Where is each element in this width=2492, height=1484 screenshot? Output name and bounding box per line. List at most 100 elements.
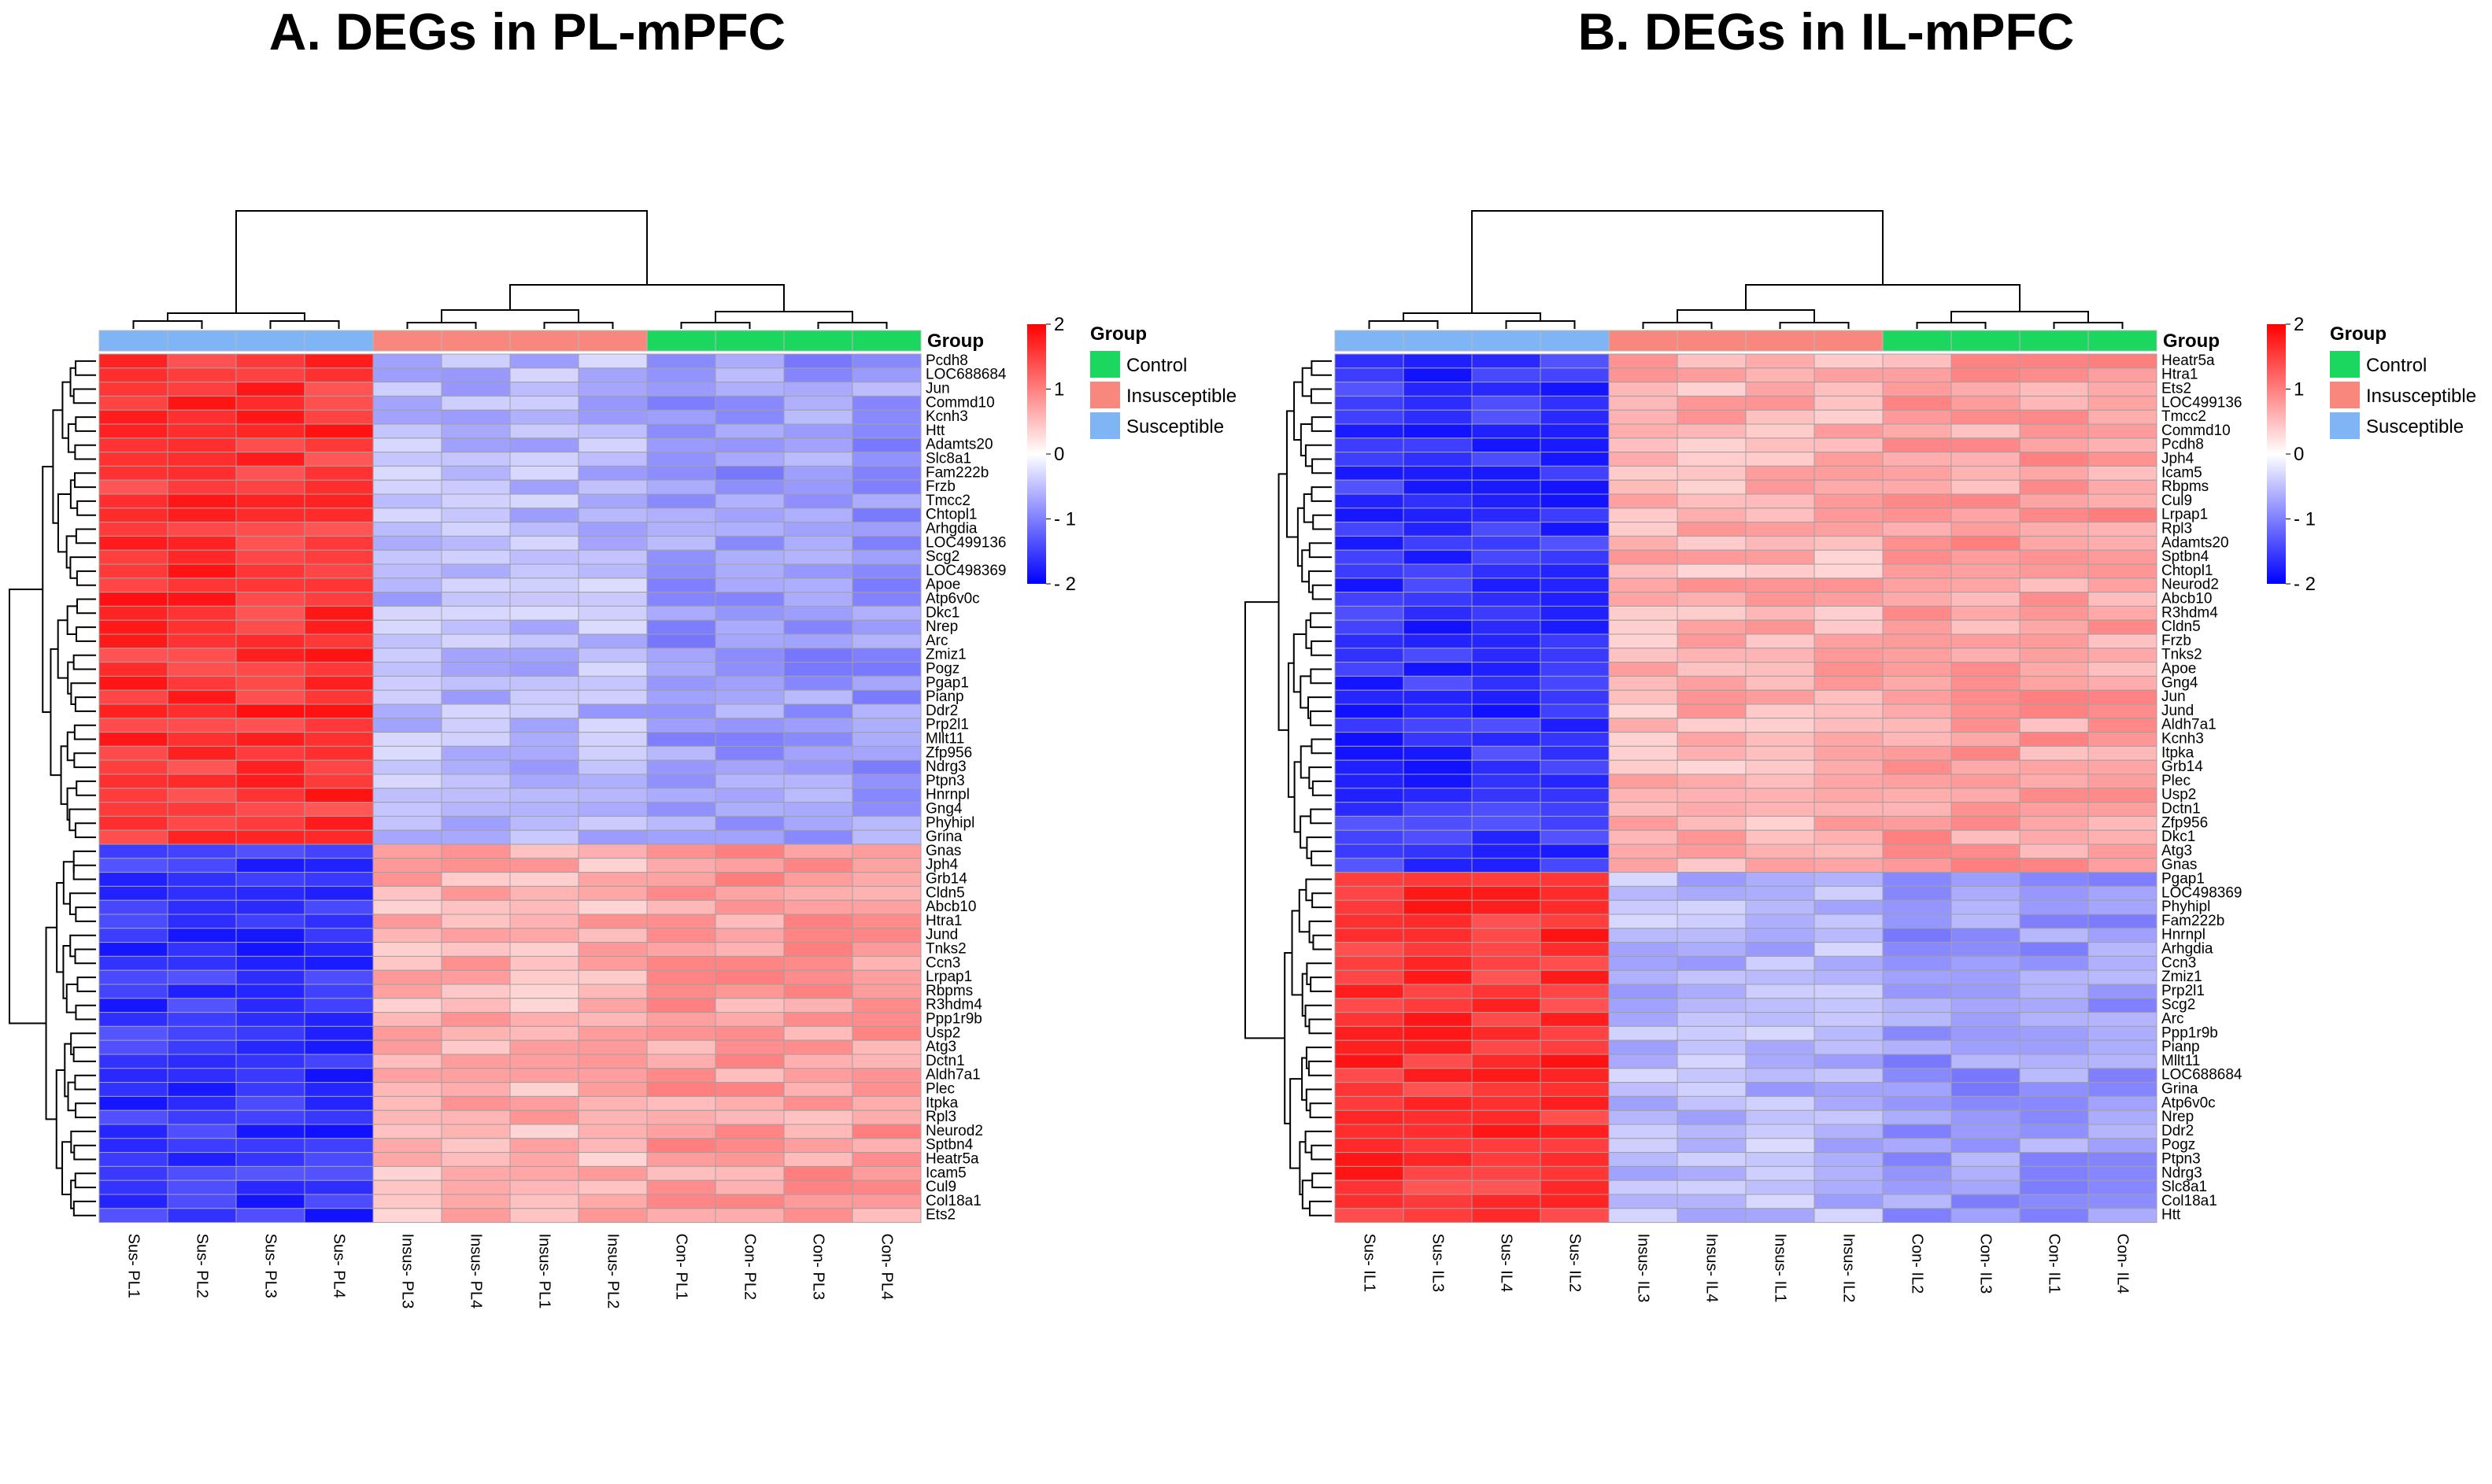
heatmap-cell	[1677, 633, 1747, 649]
heatmap-cell	[441, 745, 511, 761]
heatmap-cell	[1745, 1194, 1815, 1209]
heatmap-cell	[1677, 675, 1747, 691]
heatmap-cell	[2019, 367, 2089, 383]
heatmap-cell	[1608, 885, 1678, 901]
heatmap-cell	[2019, 619, 2089, 635]
dendrogram-branch	[57, 493, 71, 553]
heatmap-cell	[783, 1138, 853, 1154]
heatmap-cell	[509, 1208, 579, 1224]
heatmap-cell	[1334, 1165, 1404, 1181]
heatmap-cell	[304, 1165, 374, 1181]
heatmap-cell	[783, 1082, 853, 1097]
dendrogram-branch	[1301, 1179, 1313, 1209]
heatmap-cell	[1471, 1039, 1541, 1055]
heatmap-cell	[1814, 395, 1884, 411]
heatmap-cell	[1745, 382, 1815, 397]
heatmap-cell	[1540, 1208, 1610, 1224]
heatmap-cell	[509, 465, 579, 481]
heatmap-cell	[304, 479, 374, 495]
heatmap-cell	[304, 1179, 374, 1195]
heatmap-cell	[1745, 423, 1815, 439]
row-label: Tnks2	[2161, 647, 2202, 663]
heatmap-cell	[1540, 858, 1610, 873]
heatmap-cell	[167, 1082, 237, 1097]
heatmap-cell	[1540, 969, 1610, 985]
row-label: Ddr2	[926, 703, 958, 719]
heatmap-cell	[2087, 689, 2157, 705]
heatmap-cell	[98, 1194, 168, 1209]
heatmap-cell	[578, 928, 648, 943]
heatmap-cell	[646, 773, 716, 789]
legend-label: Susceptible	[1126, 416, 1224, 437]
heatmap-cell	[2019, 1124, 2089, 1139]
heatmap-cell	[1403, 899, 1473, 915]
row-label: Cul9	[2161, 493, 2192, 509]
heatmap-cell	[852, 928, 922, 943]
heatmap-cell	[646, 1138, 716, 1154]
heatmap-cell	[1745, 1109, 1815, 1125]
heatmap-cell	[2019, 1138, 2089, 1154]
heatmap-cell	[372, 885, 442, 901]
heatmap-cell	[2087, 1194, 2157, 1209]
heatmap-cell	[2019, 508, 2089, 523]
dendrogram-branch	[1305, 1047, 1332, 1069]
heatmap-cell	[646, 605, 716, 621]
column-label: Con- PL4	[878, 1234, 896, 1301]
column-label: Con- IL4	[2114, 1234, 2132, 1294]
heatmap-cell	[1882, 955, 1952, 971]
heatmap-cell	[1677, 1194, 1747, 1209]
heatmap-cell	[852, 563, 922, 579]
heatmap-cell	[1608, 1194, 1678, 1209]
heatmap-cell	[1950, 858, 2021, 873]
heatmap-cell	[715, 1152, 785, 1167]
heatmap-cell	[1814, 592, 1884, 607]
heatmap-cell	[1950, 1138, 2021, 1154]
heatmap-cell	[1677, 984, 1747, 999]
row-label: Arhgdia	[926, 520, 978, 537]
heatmap-cell	[578, 1208, 648, 1224]
heatmap-cell	[1882, 395, 1952, 411]
heatmap-cell	[578, 1165, 648, 1181]
dendrogram-branch	[235, 210, 648, 313]
heatmap-cell	[1403, 1054, 1473, 1069]
heatmap-cell	[715, 648, 785, 663]
heatmap-cell	[441, 563, 511, 579]
heatmap-cell	[1334, 382, 1404, 397]
heatmap-cell	[1745, 1039, 1815, 1055]
dendrogram-branch	[61, 381, 71, 439]
heatmap-cell	[1540, 592, 1610, 607]
heatmap-cell	[98, 928, 168, 943]
heatmap-cell	[715, 1095, 785, 1111]
heatmap-cell	[715, 1179, 785, 1195]
heatmap-cell	[578, 998, 648, 1013]
heatmap-cell	[98, 493, 168, 509]
heatmap-cell	[646, 592, 716, 607]
heatmap-cell	[235, 788, 305, 803]
column-label: Insus- PL2	[605, 1234, 622, 1309]
column-label: Con- IL2	[1909, 1234, 1926, 1294]
heatmap-cell	[1334, 1082, 1404, 1097]
heatmap-cell	[1882, 508, 1952, 523]
heatmap-cell	[1677, 578, 1747, 593]
row-label: Nrep	[2161, 1109, 2194, 1125]
heatmap-cell	[578, 942, 648, 957]
heatmap-cell	[852, 1165, 922, 1181]
group-bar-cell	[1608, 330, 1678, 352]
heatmap-cell	[646, 984, 716, 999]
heatmap-cell	[1334, 955, 1404, 971]
heatmap-cell	[1540, 718, 1610, 733]
heatmap-cell	[1677, 395, 1747, 411]
heatmap-cell	[1608, 1054, 1678, 1069]
heatmap-cell	[783, 662, 853, 677]
heatmap-cell	[1471, 578, 1541, 593]
heatmap-cell	[304, 578, 374, 593]
heatmap-cell	[98, 437, 168, 453]
heatmap-cell	[1882, 1068, 1952, 1083]
heatmap-cell	[1882, 1179, 1952, 1195]
heatmap-cell	[1882, 1165, 1952, 1181]
heatmap-cell	[783, 955, 853, 971]
heatmap-cell	[98, 1138, 168, 1154]
heatmap-cell	[235, 1012, 305, 1027]
heatmap-cell	[235, 928, 305, 943]
heatmap-cell	[1471, 465, 1541, 481]
